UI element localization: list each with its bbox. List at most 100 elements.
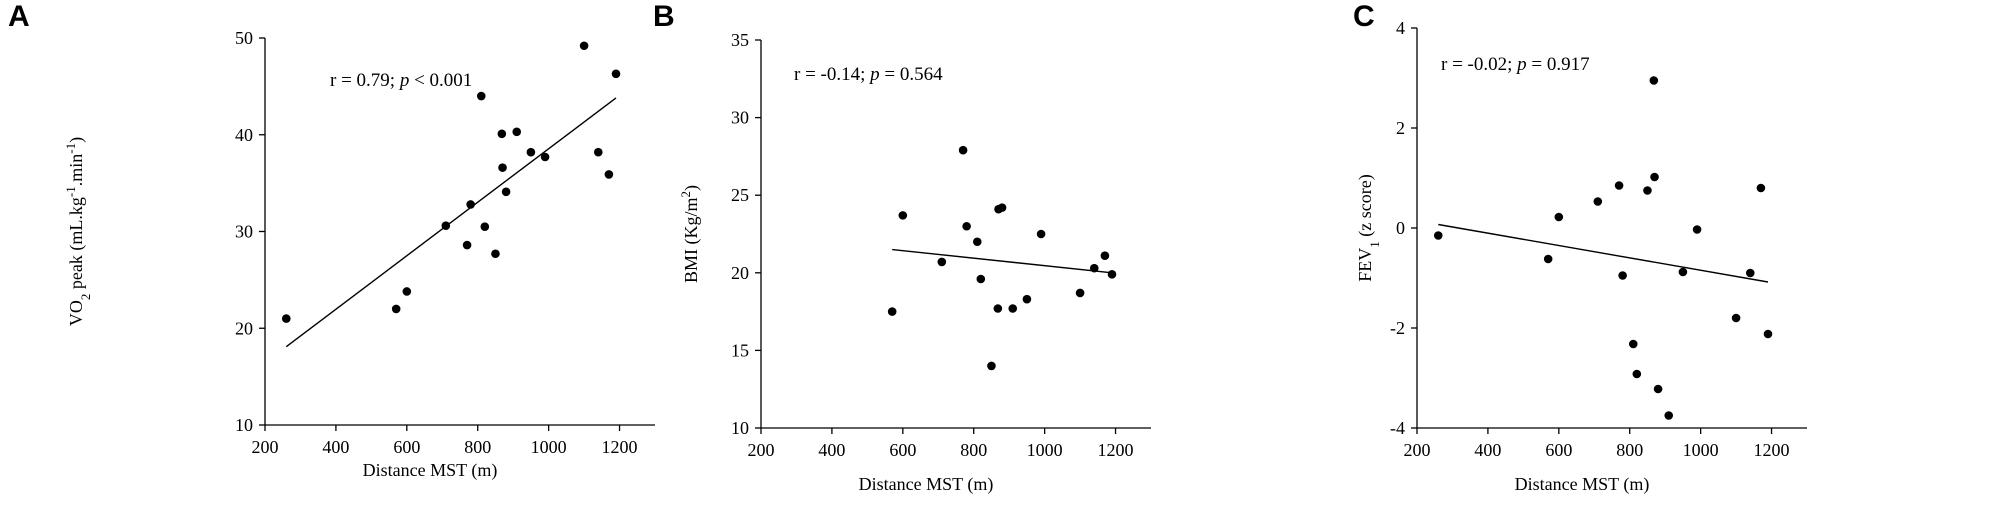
panel-c-data-point <box>1756 183 1766 193</box>
panel-c-data-point <box>1618 271 1627 280</box>
panel-b-data-point <box>1036 229 1046 239</box>
panel-a-data-point <box>391 304 401 314</box>
panel-b-data-point <box>997 203 1007 212</box>
panel-a-data-point <box>512 127 522 137</box>
panel-b-y-tick-label: 35 <box>731 30 749 50</box>
panel-a-data-point <box>491 249 500 259</box>
panel-c-data-point <box>1692 225 1702 234</box>
panel-a-data-point <box>402 287 412 296</box>
panel-b-y-tick-label: 15 <box>731 340 749 360</box>
panel-a-y-tick-label: 50 <box>235 28 253 48</box>
panel-b-data-point <box>937 257 947 267</box>
panel-a-x-tick-label: 600 <box>393 437 420 457</box>
panel-a-regression-line <box>285 97 617 348</box>
panel-a-data-point <box>540 152 550 162</box>
panel-b-letter: B <box>653 0 675 33</box>
panel-c-y-axis-title-part: 1 <box>1367 241 1382 248</box>
panel-c: C -4 -2 0 2 4 200 400 600 800 1000 1200 Distance MST… <box>1353 0 1807 495</box>
panel-a-data-point <box>466 200 475 209</box>
panel-b-stats-annotation: r = -0.14; p = 0.564 <box>794 64 943 85</box>
panel-c-x-tick-label: 600 <box>1545 440 1572 460</box>
panel-b-regression-line <box>892 248 1113 274</box>
panel-b-data-point <box>1008 304 1018 313</box>
panel-a-y-axis-title-part: VO <box>66 300 86 326</box>
panel-c-x-tick-label: 1000 <box>1683 440 1719 460</box>
panel-a-x-tick-label: 400 <box>322 437 349 457</box>
panel-b-data-point <box>1107 270 1117 279</box>
panel-c-stats-annotation: r = -0.02; p = 0.917 <box>1441 54 1590 75</box>
panel-a: A 10 20 30 40 50 200 400 600 800 1000 1200 Distance … <box>8 0 655 481</box>
panel-a-y-axis-title: VO2 peak (mL.kg-1.min-1) <box>63 137 93 326</box>
panel-c-y-tick-label: 2 <box>1396 118 1405 138</box>
panel-c-data-point <box>1653 384 1663 394</box>
panel-a-x-tick-label: 1200 <box>602 437 638 457</box>
panel-c-data-point <box>1433 231 1443 240</box>
panel-b-data-point <box>958 145 968 155</box>
panel-b-data-point <box>1089 263 1099 273</box>
panel-b-y-tick-label: 30 <box>731 108 749 128</box>
panel-a-x-tick-label: 200 <box>252 437 279 457</box>
panel-c-data-point <box>1543 254 1553 264</box>
panel-b-x-tick-label: 600 <box>889 440 916 460</box>
panel-a-y-axis-title-part: peak (mL.kg <box>66 197 87 293</box>
panel-b-data-point <box>976 274 986 284</box>
panel-b-data-point <box>1022 294 1032 304</box>
panel-a-y-tick-label: 10 <box>235 415 253 435</box>
panel-b-data-point <box>1075 288 1085 298</box>
panel-c-data-point <box>1628 339 1638 349</box>
panel-b-data-point <box>993 304 1003 313</box>
panel-a-data-point <box>480 222 490 231</box>
panel-c-data-point <box>1678 267 1688 277</box>
panel-c-data-point <box>1643 186 1652 195</box>
panel-a-data-point <box>593 147 603 157</box>
panel-b-y-tick-label: 10 <box>731 418 749 438</box>
panel-c-x-tick-label: 400 <box>1474 440 1501 460</box>
panel-b-data-point <box>987 361 996 371</box>
panel-c-regression-line <box>1438 223 1769 283</box>
panel-b-y-tick-label: 20 <box>731 263 749 283</box>
panel-c-data-point <box>1745 268 1755 278</box>
panel-b-y-tick-label: 25 <box>731 185 749 205</box>
panel-a-data-point <box>526 147 536 157</box>
panel-a-x-axis-title: Distance MST (m) <box>363 460 498 481</box>
panel-c-y-tick-label: 0 <box>1396 218 1405 238</box>
panel-a-data-point <box>611 69 621 79</box>
panel-c-x-axis-title: Distance MST (m) <box>1515 474 1650 495</box>
panel-c-data-point <box>1763 329 1773 339</box>
panel-b-x-tick-label: 200 <box>748 440 775 460</box>
panel-a-y-axis-title-part: -1 <box>63 186 78 197</box>
panel-b-data-point <box>898 211 908 220</box>
panel-a-y-axis-title-part: ) <box>66 137 87 143</box>
panel-c-data-point <box>1649 76 1659 85</box>
panel-a-y-axis-title-part: .min <box>66 154 86 187</box>
panel-a-y-tick-label: 40 <box>235 125 253 145</box>
panel-b-y-axis-title-part: BMI (Kg/m <box>681 198 702 284</box>
panel-b-data-point <box>887 307 897 316</box>
panel-c-y-axis-title-part: FEV <box>1355 248 1375 282</box>
panel-b-y-axis-title-part: 2 <box>678 191 693 198</box>
panel-b-x-tick-label: 800 <box>960 440 987 460</box>
panel-a-data-point <box>604 170 614 179</box>
panel-a-y-tick-label: 20 <box>235 318 253 338</box>
panel-b-x-tick-label: 1000 <box>1027 440 1063 460</box>
panel-c-data-point <box>1593 197 1603 206</box>
panel-c-y-tick-label: -4 <box>1390 418 1405 438</box>
panel-a-data-point <box>579 41 589 51</box>
panel-c-y-axis-title-part: (z score) <box>1355 174 1376 241</box>
panel-a-data-point <box>476 91 486 101</box>
panel-a-data-point <box>281 314 291 323</box>
panel-c-x-tick-label: 1200 <box>1754 440 1790 460</box>
panel-b-x-tick-label: 1200 <box>1098 440 1134 460</box>
panel-a-x-tick-label: 1000 <box>531 437 567 457</box>
panel-c-data-point <box>1614 181 1624 190</box>
panel-b-data-point <box>1100 251 1110 261</box>
panel-a-data-point <box>501 187 511 197</box>
panel-c-data-point <box>1650 172 1659 182</box>
panel-c-data-point <box>1731 313 1741 323</box>
panel-a-data-point <box>498 163 507 172</box>
panel-c-letter: C <box>1353 0 1375 33</box>
panel-b-x-axis-title: Distance MST (m) <box>859 474 994 495</box>
panel-a-x-tick-label: 800 <box>464 437 491 457</box>
panel-a-y-axis-title-part: 2 <box>78 294 93 301</box>
